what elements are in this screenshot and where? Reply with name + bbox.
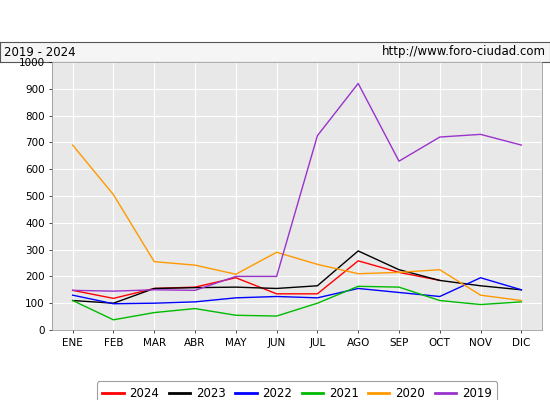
Legend: 2024, 2023, 2022, 2021, 2020, 2019: 2024, 2023, 2022, 2021, 2020, 2019 [97, 382, 497, 400]
Text: 2019 - 2024: 2019 - 2024 [4, 46, 76, 58]
Text: Evolucion Nº Turistas Extranjeros en el municipio de les Coves de Vinromà: Evolucion Nº Turistas Extranjeros en el … [27, 14, 523, 28]
Text: http://www.foro-ciudad.com: http://www.foro-ciudad.com [382, 46, 546, 58]
